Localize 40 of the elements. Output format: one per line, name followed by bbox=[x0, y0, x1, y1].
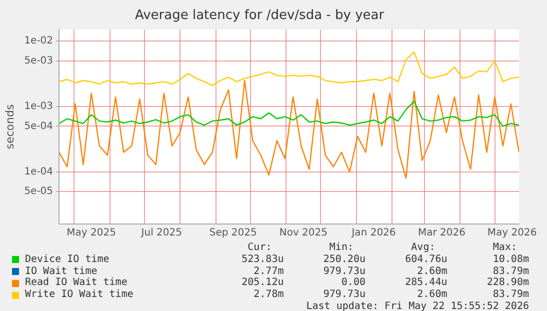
chart-title: Average latency for /dev/sda - by year bbox=[134, 8, 385, 24]
text: 83.79m bbox=[492, 289, 529, 301]
text: Min: bbox=[328, 242, 354, 254]
y-tick-label: 5e-05 bbox=[24, 186, 54, 198]
text: 10.08m bbox=[492, 254, 529, 266]
text: 285.44u bbox=[404, 277, 448, 290]
text: 979.73u bbox=[322, 266, 366, 278]
text: 2.77m bbox=[252, 266, 284, 278]
text: Max: bbox=[492, 242, 518, 254]
y-tick-label: 1e-03 bbox=[24, 101, 54, 112]
text: Cur: bbox=[246, 242, 273, 254]
y-tick-label: 1e-02 bbox=[24, 36, 54, 47]
text: 228.90m bbox=[486, 277, 529, 290]
x-tick-label: Sep 2025 bbox=[209, 228, 257, 239]
text: 523.83u bbox=[240, 254, 284, 266]
text: 2.60m bbox=[416, 266, 448, 278]
legend-label: IO Wait time bbox=[25, 266, 98, 277]
text: 604.76u bbox=[404, 254, 448, 266]
y-tick-label: 5e-04 bbox=[24, 120, 54, 132]
x-tick-label: Mar 2026 bbox=[418, 228, 466, 239]
text: 2.78m bbox=[252, 289, 284, 301]
x-tick-label: Nov 2025 bbox=[279, 228, 328, 239]
y-tick-label: 1e-04 bbox=[24, 166, 54, 178]
legend-label: Read IO Wait time bbox=[25, 277, 128, 289]
text: 205.12u bbox=[240, 277, 284, 290]
x-tick-label: Jul 2025 bbox=[140, 228, 182, 239]
legend-label: Device IO time bbox=[25, 254, 110, 266]
y-axis-title: seconds bbox=[3, 104, 16, 150]
text: 0.00 bbox=[340, 277, 366, 290]
text: 83.79m bbox=[492, 266, 529, 278]
text: Avg: bbox=[410, 242, 436, 254]
text: 2.60m bbox=[416, 289, 448, 301]
text: Last update: Fri May 22 15:55:52 2026 bbox=[305, 300, 529, 311]
y-tick-label: 5e-03 bbox=[24, 55, 54, 66]
x-tick-label: May 2026 bbox=[487, 228, 537, 239]
text: 979.73u bbox=[322, 289, 366, 301]
text: 250.20u bbox=[322, 254, 366, 266]
legend-label: Write IO Wait time bbox=[25, 289, 134, 301]
x-tick-label: Jan 2026 bbox=[350, 228, 396, 239]
x-tick-label: May 2025 bbox=[66, 228, 116, 239]
